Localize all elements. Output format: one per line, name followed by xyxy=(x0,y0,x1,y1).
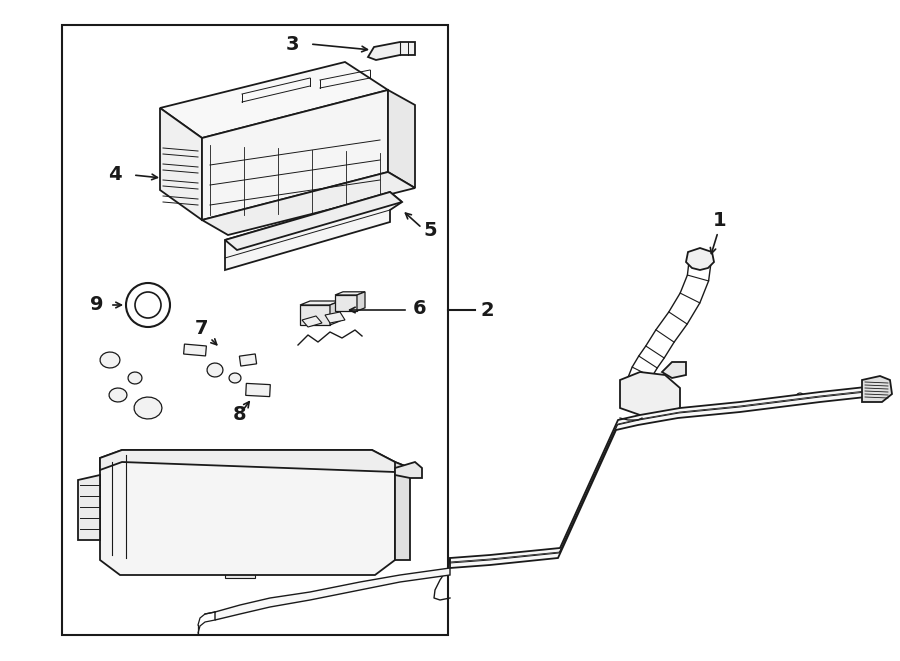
Bar xyxy=(292,536,314,550)
Text: 6: 6 xyxy=(413,299,427,317)
Bar xyxy=(114,470,136,484)
Polygon shape xyxy=(202,172,415,235)
Polygon shape xyxy=(662,362,686,378)
Bar xyxy=(173,536,195,550)
Polygon shape xyxy=(225,192,402,270)
Text: 2: 2 xyxy=(480,301,493,319)
Polygon shape xyxy=(246,383,270,397)
Bar xyxy=(225,570,255,578)
Polygon shape xyxy=(325,312,345,323)
Polygon shape xyxy=(100,450,395,575)
Polygon shape xyxy=(184,344,206,356)
Polygon shape xyxy=(686,248,714,270)
Bar xyxy=(351,492,373,506)
Polygon shape xyxy=(300,305,330,325)
Text: 5: 5 xyxy=(423,221,436,239)
Bar xyxy=(173,514,195,528)
Polygon shape xyxy=(357,292,365,311)
Polygon shape xyxy=(620,372,680,415)
Bar xyxy=(292,514,314,528)
Bar xyxy=(232,492,255,506)
Polygon shape xyxy=(330,301,340,325)
Bar xyxy=(232,470,255,484)
Polygon shape xyxy=(230,373,241,383)
Bar xyxy=(114,492,136,506)
Polygon shape xyxy=(862,376,892,402)
Polygon shape xyxy=(202,90,388,220)
Polygon shape xyxy=(78,475,100,540)
Text: 4: 4 xyxy=(108,165,122,184)
Text: 1: 1 xyxy=(713,210,727,229)
Polygon shape xyxy=(100,352,120,368)
Bar xyxy=(232,514,255,528)
Text: 7: 7 xyxy=(195,319,209,338)
Polygon shape xyxy=(335,295,357,311)
Bar xyxy=(292,470,314,484)
Polygon shape xyxy=(395,462,410,560)
Polygon shape xyxy=(160,108,202,220)
Polygon shape xyxy=(395,462,422,478)
Polygon shape xyxy=(215,568,450,620)
Polygon shape xyxy=(335,292,365,295)
Polygon shape xyxy=(134,397,162,419)
Polygon shape xyxy=(239,354,256,366)
Polygon shape xyxy=(100,450,410,478)
Polygon shape xyxy=(128,372,142,384)
Polygon shape xyxy=(109,388,127,402)
Bar xyxy=(351,470,373,484)
Polygon shape xyxy=(368,42,415,60)
Polygon shape xyxy=(207,363,223,377)
Text: 8: 8 xyxy=(233,405,247,424)
Text: 9: 9 xyxy=(90,295,104,315)
Bar xyxy=(62,25,448,635)
Polygon shape xyxy=(302,316,322,327)
Bar xyxy=(173,470,195,484)
Polygon shape xyxy=(450,386,875,568)
Polygon shape xyxy=(225,192,402,250)
Bar xyxy=(351,536,373,550)
Polygon shape xyxy=(388,90,415,188)
Bar xyxy=(351,514,373,528)
Bar xyxy=(114,536,136,550)
Bar xyxy=(292,492,314,506)
Bar xyxy=(114,514,136,528)
Polygon shape xyxy=(160,62,388,138)
Bar xyxy=(232,536,255,550)
Text: 3: 3 xyxy=(285,34,299,54)
Polygon shape xyxy=(300,301,340,305)
Bar xyxy=(173,492,195,506)
